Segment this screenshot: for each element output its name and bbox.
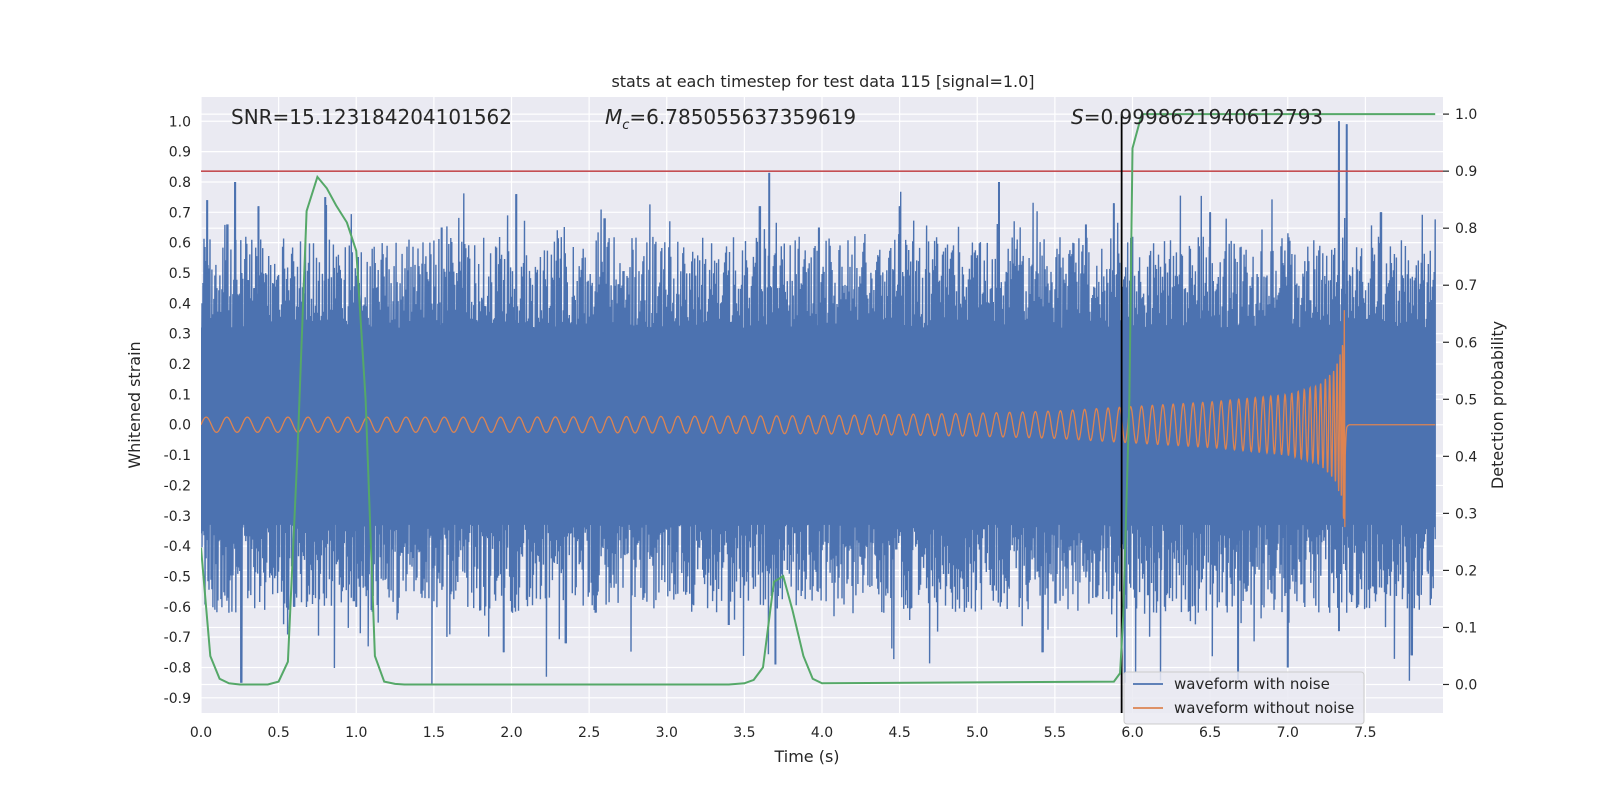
y2-axis-ticks: 1.0 0.9 0.8 0.7 0.6 0.5 0.4 0.3 0.2 0.1 0.0 xyxy=(1443,107,1477,693)
x-tick-label: 1.5 xyxy=(423,725,445,741)
y2-axis-label: Detection probability xyxy=(1488,321,1507,489)
y2-tick-label: 1.0 xyxy=(1455,107,1477,123)
y-tick-label: 0.2 xyxy=(169,357,191,373)
y-tick-label: 1.0 xyxy=(169,114,191,130)
legend-box xyxy=(1123,671,1365,725)
y-tick-label: 0.6 xyxy=(169,236,191,252)
y2-tick-label: 0.4 xyxy=(1455,449,1477,465)
y2-tick-label: 0.6 xyxy=(1455,335,1477,351)
x-tick-label: 2.5 xyxy=(578,725,600,741)
chirp-mass-annotation: Mc=6.785055637359619 xyxy=(605,105,856,133)
legend-label-noise: waveform with noise xyxy=(1174,675,1330,693)
y2-tick-label: 0.5 xyxy=(1455,392,1477,408)
y2-tick-label: 0.7 xyxy=(1455,278,1477,294)
y2-tick-label: 0.1 xyxy=(1455,620,1477,636)
y-axis-ticks: 1.0 0.9 0.8 0.7 0.6 0.5 0.4 0.3 0.2 0.1 0.0 -0.1 -0.… xyxy=(164,114,191,707)
chirp-mass-subscript: c xyxy=(622,118,629,133)
x-tick-label: 2.0 xyxy=(500,725,522,741)
x-tick-label: 4.5 xyxy=(888,725,910,741)
y2-tick-label: 0.2 xyxy=(1455,563,1477,579)
x-tick-label: 3.0 xyxy=(656,725,678,741)
y-tick-label: -0.8 xyxy=(164,660,191,676)
x-tick-label: 5.0 xyxy=(966,725,988,741)
x-tick-label: 0.5 xyxy=(267,725,289,741)
legend-label-clean: waveform without noise xyxy=(1174,699,1354,717)
y2-tick-label: 0.3 xyxy=(1455,506,1477,522)
score-annotation: S=0.9998621940612793 xyxy=(1071,105,1323,129)
y-tick-label: 0.0 xyxy=(169,418,191,434)
y-tick-label: 0.1 xyxy=(169,387,191,403)
y-tick-label: 0.7 xyxy=(169,205,191,221)
x-axis-ticks: 0.0 0.5 1.0 1.5 2.0 2.5 3.0 3.5 4.0 4.5 5.0 5.5 6.0 6… xyxy=(190,725,1377,741)
y-tick-label: -0.7 xyxy=(164,630,191,646)
y-axis-label: Whitened strain xyxy=(125,341,144,468)
x-tick-label: 6.5 xyxy=(1199,725,1221,741)
x-tick-label: 3.5 xyxy=(733,725,755,741)
y-tick-label: 0.8 xyxy=(169,175,191,191)
chirp-mass-symbol: M xyxy=(605,105,622,129)
x-tick-label: 6.0 xyxy=(1121,725,1143,741)
series-waveform-without-noise xyxy=(201,310,1436,528)
y-tick-label: -0.2 xyxy=(164,478,191,494)
y-tick-label: 0.4 xyxy=(169,296,191,312)
y-tick-label: -0.1 xyxy=(164,448,191,464)
score-symbol: S xyxy=(1071,105,1084,129)
x-tick-label: 4.0 xyxy=(811,725,833,741)
x-tick-label: 0.0 xyxy=(190,725,212,741)
y-tick-label: 0.3 xyxy=(169,327,191,343)
y2-tick-label: 0.9 xyxy=(1455,164,1477,180)
chart-title: stats at each timestep for test data 115… xyxy=(611,72,1034,91)
series-detection-probability xyxy=(201,113,1436,686)
y-tick-label: -0.6 xyxy=(164,600,191,616)
score-value: =0.9998621940612793 xyxy=(1084,105,1323,129)
x-tick-label: 1.0 xyxy=(345,725,367,741)
y-tick-label: 0.5 xyxy=(169,266,191,282)
y-tick-label: -0.4 xyxy=(164,539,191,555)
x-tick-label: 7.5 xyxy=(1354,725,1376,741)
y-tick-label: 0.9 xyxy=(169,145,191,161)
x-axis-label: Time (s) xyxy=(773,747,839,766)
y-tick-label: -0.3 xyxy=(164,509,191,525)
x-tick-label: 5.5 xyxy=(1044,725,1066,741)
y-tick-label: -0.5 xyxy=(164,569,191,585)
legend: waveform with noise waveform without noi… xyxy=(1123,671,1365,725)
y2-tick-label: 0.8 xyxy=(1455,221,1477,237)
x-tick-label: 7.0 xyxy=(1277,725,1299,741)
probability-trace xyxy=(201,113,1436,686)
chirp-mass-value: =6.785055637359619 xyxy=(629,105,856,129)
y2-tick-label: 0.0 xyxy=(1455,677,1477,693)
y-tick-label: -0.9 xyxy=(164,691,191,707)
clean-trace xyxy=(201,310,1436,528)
snr-annotation: SNR=15.123184204101562 xyxy=(231,105,512,129)
